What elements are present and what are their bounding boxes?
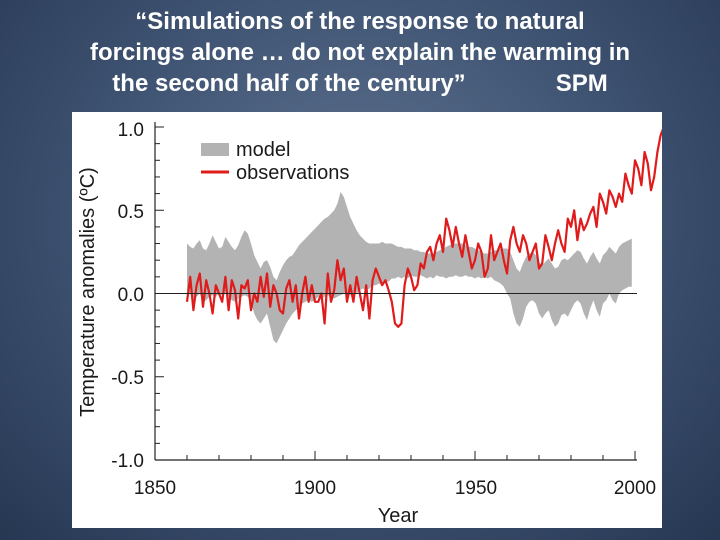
observations-line: [185, 128, 662, 328]
slide-title: “Simulations of the response to natural …: [20, 6, 700, 99]
axis-layer: [154, 122, 637, 461]
figure-panel: 1.0 0.5 0.0 -0.5 -1.0 1850 1900 1950 200…: [72, 112, 662, 528]
model-range-band: [187, 191, 632, 344]
tick-layer: [154, 126, 636, 461]
y-tick-label: -1.0: [111, 451, 144, 472]
chart-legend: model observations: [201, 139, 349, 184]
slide-title-line-1: “Simulations of the response to natural: [135, 8, 585, 35]
slide-title-line-3-text: the second half of the century”: [112, 70, 466, 97]
x-tick-label: 2000: [614, 478, 656, 499]
legend-label-observations: observations: [236, 162, 349, 184]
x-tick-label: 1900: [294, 478, 336, 499]
slide-title-line-2: forcings alone … do not explain the warm…: [89, 39, 631, 66]
x-tick-label: 1850: [134, 478, 176, 499]
y-tick-label: 1.0: [118, 120, 144, 141]
y-tick-label: -0.5: [111, 368, 144, 389]
y-axis-title: Temperature anomalies (ºC): [77, 167, 99, 417]
legend-label-model: model: [236, 139, 290, 161]
temperature-anomaly-chart: 1.0 0.5 0.0 -0.5 -1.0 1850 1900 1950 200…: [77, 120, 662, 527]
model-band-layer: [187, 191, 632, 344]
y-tick-label: 0.0: [118, 285, 144, 306]
y-tick-label: 0.5: [118, 202, 144, 223]
legend-swatch-model: [201, 143, 229, 156]
observation-line-layer: [185, 128, 662, 328]
x-axis-title: Year: [378, 505, 419, 527]
slide-title-line-3: the second half of the century” SPM: [20, 68, 700, 99]
slide-title-tag: SPM: [555, 70, 608, 97]
x-tick-label: 1950: [455, 478, 497, 499]
tick-label-layer: 1.0 0.5 0.0 -0.5 -1.0 1850 1900 1950 200…: [111, 120, 656, 499]
